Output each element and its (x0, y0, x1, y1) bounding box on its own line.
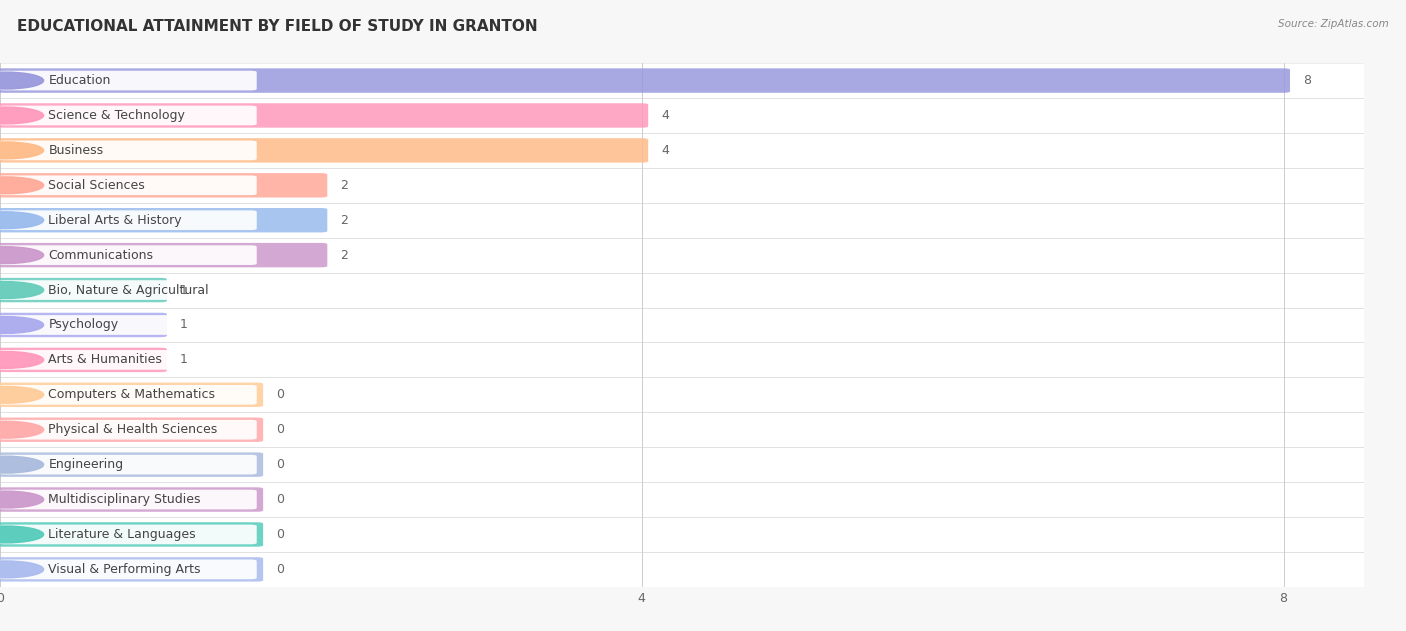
FancyBboxPatch shape (0, 377, 1364, 412)
FancyBboxPatch shape (0, 141, 257, 160)
Text: 0: 0 (276, 493, 284, 506)
Circle shape (0, 561, 44, 578)
Text: Visual & Performing Arts: Visual & Performing Arts (48, 563, 201, 576)
FancyBboxPatch shape (0, 203, 1364, 238)
FancyBboxPatch shape (0, 487, 263, 512)
Text: 4: 4 (661, 144, 669, 157)
Text: Multidisciplinary Studies: Multidisciplinary Studies (48, 493, 201, 506)
FancyBboxPatch shape (0, 452, 263, 477)
FancyBboxPatch shape (0, 208, 328, 232)
Text: EDUCATIONAL ATTAINMENT BY FIELD OF STUDY IN GRANTON: EDUCATIONAL ATTAINMENT BY FIELD OF STUDY… (17, 19, 537, 34)
FancyBboxPatch shape (0, 420, 257, 440)
Text: Education: Education (48, 74, 111, 87)
FancyBboxPatch shape (0, 168, 1364, 203)
Text: Physical & Health Sciences: Physical & Health Sciences (48, 423, 218, 436)
FancyBboxPatch shape (0, 307, 1364, 343)
Circle shape (0, 177, 44, 194)
Circle shape (0, 142, 44, 159)
FancyBboxPatch shape (0, 552, 1364, 587)
Text: Psychology: Psychology (48, 319, 118, 331)
Circle shape (0, 212, 44, 228)
Text: 0: 0 (276, 388, 284, 401)
Circle shape (0, 107, 44, 124)
Text: 2: 2 (340, 249, 349, 262)
Text: Arts & Humanities: Arts & Humanities (48, 353, 162, 367)
Text: Bio, Nature & Agricultural: Bio, Nature & Agricultural (48, 283, 209, 297)
Circle shape (0, 422, 44, 438)
FancyBboxPatch shape (0, 343, 1364, 377)
FancyBboxPatch shape (0, 98, 1364, 133)
Circle shape (0, 491, 44, 508)
Text: Science & Technology: Science & Technology (48, 109, 186, 122)
FancyBboxPatch shape (0, 524, 257, 545)
FancyBboxPatch shape (0, 490, 257, 509)
FancyBboxPatch shape (0, 412, 1364, 447)
FancyBboxPatch shape (0, 103, 648, 127)
FancyBboxPatch shape (0, 238, 1364, 273)
Text: Communications: Communications (48, 249, 153, 262)
Text: 1: 1 (180, 283, 187, 297)
Text: 0: 0 (276, 563, 284, 576)
Text: Source: ZipAtlas.com: Source: ZipAtlas.com (1278, 19, 1389, 29)
FancyBboxPatch shape (0, 243, 328, 268)
FancyBboxPatch shape (0, 245, 257, 265)
Circle shape (0, 317, 44, 333)
Text: Liberal Arts & History: Liberal Arts & History (48, 214, 181, 227)
FancyBboxPatch shape (0, 482, 1364, 517)
Text: 1: 1 (180, 353, 187, 367)
FancyBboxPatch shape (0, 105, 257, 126)
FancyBboxPatch shape (0, 175, 257, 195)
Text: Literature & Languages: Literature & Languages (48, 528, 195, 541)
FancyBboxPatch shape (0, 350, 257, 370)
Circle shape (0, 526, 44, 543)
Text: 0: 0 (276, 423, 284, 436)
Circle shape (0, 72, 44, 89)
FancyBboxPatch shape (0, 280, 257, 300)
Text: 0: 0 (276, 458, 284, 471)
Text: Engineering: Engineering (48, 458, 124, 471)
Text: Business: Business (48, 144, 104, 157)
FancyBboxPatch shape (0, 557, 263, 582)
FancyBboxPatch shape (0, 210, 257, 230)
FancyBboxPatch shape (0, 68, 1291, 93)
Text: 8: 8 (1303, 74, 1310, 87)
FancyBboxPatch shape (0, 382, 263, 407)
Text: 0: 0 (276, 528, 284, 541)
FancyBboxPatch shape (0, 71, 257, 90)
FancyBboxPatch shape (0, 560, 257, 579)
FancyBboxPatch shape (0, 278, 167, 302)
FancyBboxPatch shape (0, 418, 263, 442)
Text: 2: 2 (340, 179, 349, 192)
FancyBboxPatch shape (0, 455, 257, 475)
FancyBboxPatch shape (0, 348, 167, 372)
Text: Social Sciences: Social Sciences (48, 179, 145, 192)
FancyBboxPatch shape (0, 273, 1364, 307)
FancyBboxPatch shape (0, 138, 648, 163)
FancyBboxPatch shape (0, 385, 257, 404)
FancyBboxPatch shape (0, 315, 257, 335)
Text: 2: 2 (340, 214, 349, 227)
Circle shape (0, 386, 44, 403)
Circle shape (0, 247, 44, 264)
Circle shape (0, 456, 44, 473)
FancyBboxPatch shape (0, 522, 263, 546)
Text: 1: 1 (180, 319, 187, 331)
FancyBboxPatch shape (0, 447, 1364, 482)
Text: 4: 4 (661, 109, 669, 122)
Text: Computers & Mathematics: Computers & Mathematics (48, 388, 215, 401)
Circle shape (0, 281, 44, 298)
FancyBboxPatch shape (0, 133, 1364, 168)
FancyBboxPatch shape (0, 63, 1364, 98)
FancyBboxPatch shape (0, 517, 1364, 552)
Circle shape (0, 351, 44, 369)
FancyBboxPatch shape (0, 173, 328, 198)
FancyBboxPatch shape (0, 313, 167, 337)
